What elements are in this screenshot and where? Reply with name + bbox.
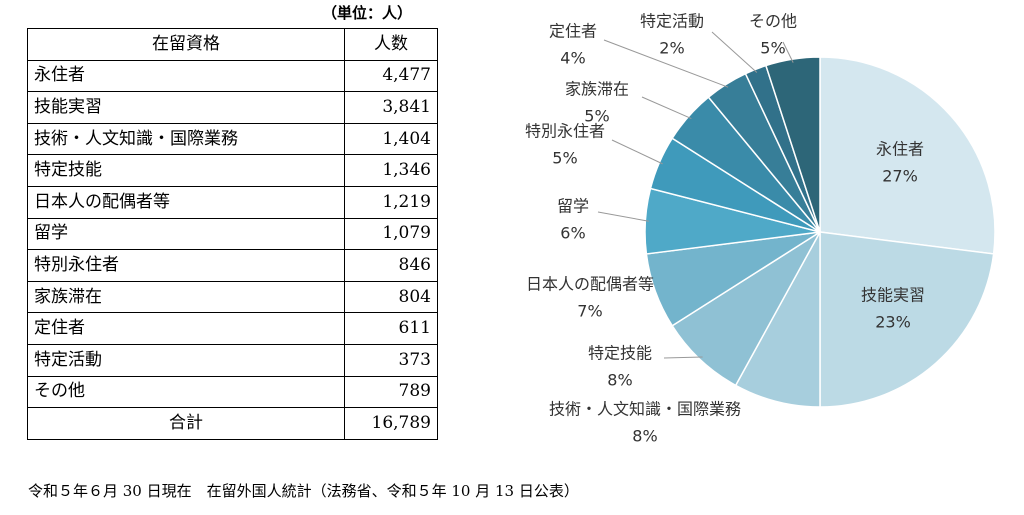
count-cell: 4,477 (344, 59, 438, 93)
slice-value: 4% (560, 49, 585, 68)
slice-value: 6% (560, 224, 585, 243)
pie-slice (819, 231, 995, 408)
slice-value: 5% (552, 149, 577, 168)
data-table: 在留資格 人数 永住者 4,477 技能実習 3,841 技術・人文知識・国際業務 1,404… (27, 28, 438, 440)
count-cell: 1,346 (344, 154, 438, 187)
slice-label: 家族滞在 (565, 80, 629, 99)
unit-note: （単位：人） (322, 4, 413, 22)
leader-line (641, 96, 692, 120)
status-cell: 在留資格 (27, 28, 345, 61)
slice-label: 技術・人文知識・国際業務 (549, 400, 741, 419)
table-row: 技術・人文知識・国際業務 1,404 (27, 122, 438, 156)
slice-label: 技能実習 (861, 286, 925, 305)
slice-value: 2% (659, 39, 684, 58)
count-cell: 846 (344, 249, 438, 282)
leader-line (711, 31, 758, 73)
table-row: 永住者 4,477 (27, 59, 438, 93)
table-row: 家族滞在 804 (27, 280, 438, 314)
slice-value: 8% (632, 427, 657, 446)
table-row: 定住者 611 (27, 312, 438, 345)
slice-value: 5% (584, 107, 609, 126)
slice-label: 日本人の配偶者等 (526, 275, 654, 294)
status-cell: 技術・人文知識・国際業務 (27, 122, 345, 156)
count-cell: 1,404 (344, 122, 438, 156)
slice-label: その他 (749, 12, 797, 31)
leader-line (782, 41, 794, 63)
slice-label: 永住者 (876, 140, 924, 159)
slice-label: 特定活動 (640, 12, 704, 31)
slice-value: 5% (760, 39, 785, 58)
table-row: その他 789 (27, 375, 438, 409)
count-cell: 16,789 (344, 407, 438, 440)
leader-line (611, 139, 663, 165)
header-row: 在留資格 人数 (27, 28, 438, 61)
leader-line (663, 356, 703, 359)
slice-value: 8% (607, 371, 632, 390)
status-cell: 日本人の配偶者等 (27, 185, 345, 219)
footnote: 令和５年６月 30 日現在 在留外国人統計（法務省、令和５年 10 月 13 日… (28, 482, 579, 500)
slice-label: 定住者 (549, 22, 597, 41)
status-cell: 定住者 (27, 312, 345, 345)
status-cell: 家族滞在 (27, 280, 345, 314)
pie-slice (819, 56, 996, 255)
status-cell: 永住者 (27, 59, 345, 93)
leader-line (603, 39, 729, 88)
slice-label: 留学 (557, 197, 589, 216)
count-cell: 1,219 (344, 185, 438, 219)
table-row: 日本人の配偶者等 1,219 (27, 185, 438, 219)
count-cell: 人数 (344, 28, 438, 61)
status-cell: 合計 (27, 407, 345, 440)
table-body: 在留資格 人数 永住者 4,477 技能実習 3,841 技術・人文知識・国際業務 1,404… (27, 28, 438, 440)
leader-line (597, 211, 649, 222)
table-row: 技能実習 3,841 (27, 91, 438, 124)
slice-value: 23% (875, 313, 911, 332)
slice-value: 27% (882, 167, 918, 186)
count-cell: 611 (344, 312, 438, 345)
pie-slice (764, 56, 821, 233)
slice-label: 特定技能 (588, 344, 652, 363)
slice-label: 特別永住者 (525, 122, 605, 141)
total-row: 合計 16,789 (27, 407, 438, 440)
slice-value: 7% (577, 302, 602, 321)
count-cell: 373 (344, 343, 438, 377)
table-row: 特別永住者 846 (27, 249, 438, 282)
count-cell: 1,079 (344, 217, 438, 251)
